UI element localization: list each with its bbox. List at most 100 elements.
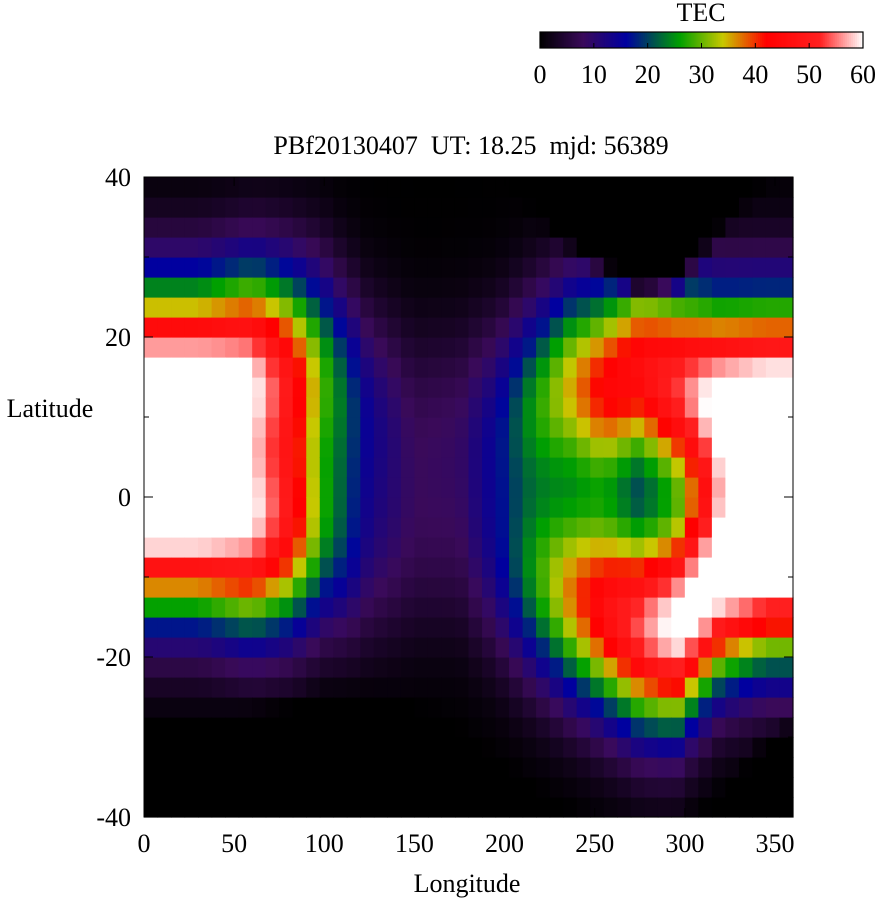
- heatmap-cell: [482, 797, 497, 818]
- heatmap-cell: [495, 617, 510, 638]
- heatmap-cell: [657, 357, 672, 378]
- heatmap-cell: [509, 317, 524, 338]
- heatmap-cell: [157, 777, 172, 798]
- heatmap-cell: [576, 417, 591, 438]
- heatmap-cell: [617, 637, 632, 658]
- heatmap-cell: [684, 737, 699, 758]
- heatmap-cell: [644, 737, 659, 758]
- heatmap-cell: [657, 677, 672, 698]
- heatmap-cell: [779, 237, 794, 258]
- heatmap-cell: [630, 537, 645, 558]
- heatmap-cell: [414, 717, 429, 738]
- heatmap-cell: [617, 537, 632, 558]
- heatmap-cell: [468, 757, 483, 778]
- heatmap-cell: [225, 677, 240, 698]
- heatmap-cell: [360, 537, 375, 558]
- heatmap-cell: [738, 397, 754, 418]
- heatmap-cell: [711, 557, 726, 578]
- heatmap-cell: [563, 777, 578, 798]
- heatmap-cell: [414, 257, 429, 278]
- heatmap-cell: [509, 237, 524, 258]
- heatmap-cell: [454, 257, 470, 278]
- heatmap-cell: [292, 517, 307, 538]
- heatmap-cell: [765, 317, 781, 338]
- heatmap-cell: [536, 737, 551, 758]
- heatmap-cell: [657, 397, 672, 418]
- colorbar-cell: [780, 32, 783, 48]
- heatmap-cell: [752, 697, 767, 718]
- heatmap-cell: [603, 497, 618, 518]
- heatmap-cell: [671, 397, 686, 418]
- colorbar-cell: [653, 32, 656, 48]
- heatmap-cell: [454, 637, 470, 658]
- heatmap-cell: [563, 277, 578, 298]
- heatmap-cell: [603, 397, 618, 418]
- heatmap-cell: [576, 737, 591, 758]
- heatmap-cell: [657, 697, 672, 718]
- heatmap-cell: [157, 377, 172, 398]
- heatmap-cell: [765, 337, 781, 358]
- heatmap-cell: [468, 317, 483, 338]
- heatmap-cell: [454, 377, 470, 398]
- heatmap-cell: [698, 797, 713, 818]
- heatmap-cell: [292, 437, 307, 458]
- heatmap-cell: [306, 717, 321, 738]
- heatmap-cell: [441, 597, 456, 618]
- heatmap-cell: [265, 397, 280, 418]
- heatmap-cell: [211, 577, 226, 598]
- heatmap-cell: [671, 357, 686, 378]
- heatmap-cell: [414, 357, 429, 378]
- heatmap-cell: [292, 737, 307, 758]
- heatmap-cell: [684, 357, 699, 378]
- heatmap-cell: [360, 797, 375, 818]
- heatmap-cell: [536, 577, 551, 598]
- heatmap-cell: [617, 597, 632, 618]
- heatmap-cell: [468, 237, 483, 258]
- heatmap-cell: [765, 417, 781, 438]
- heatmap-cell: [333, 617, 348, 638]
- heatmap-cell: [509, 537, 524, 558]
- heatmap-cell: [765, 217, 781, 238]
- colorbar-cell: [699, 32, 702, 48]
- heatmap-cell: [184, 177, 199, 198]
- heatmap-cell: [698, 217, 713, 238]
- heatmap-cell: [454, 457, 470, 478]
- heatmap-cell: [549, 457, 564, 478]
- heatmap-cell: [211, 197, 226, 218]
- heatmap-cell: [373, 797, 388, 818]
- heatmap-cell: [549, 757, 564, 778]
- heatmap-cell: [549, 197, 564, 218]
- heatmap-cell: [346, 477, 361, 498]
- heatmap-cell: [319, 217, 334, 238]
- heatmap-cell: [684, 617, 699, 638]
- colorbar-cell: [657, 32, 660, 48]
- heatmap-cell: [482, 617, 497, 638]
- heatmap-cell: [684, 217, 699, 238]
- heatmap-cell: [211, 497, 226, 518]
- heatmap-cell: [617, 777, 632, 798]
- heatmap-cell: [441, 337, 456, 358]
- heatmap-cell: [319, 537, 334, 558]
- heatmap-cell: [468, 497, 483, 518]
- heatmap-cell: [684, 597, 699, 618]
- y-tick-label: -40: [96, 803, 131, 832]
- y-tick-label: 40: [105, 163, 131, 192]
- heatmap-cell: [157, 637, 172, 658]
- heatmap-cell: [698, 697, 713, 718]
- colorbar-cell: [772, 32, 775, 48]
- colorbar-cell: [709, 32, 713, 48]
- colorbar-cell: [784, 32, 787, 48]
- heatmap-cell: [603, 537, 618, 558]
- heatmap-cell: [590, 237, 605, 258]
- heatmap-cell: [630, 477, 645, 498]
- heatmap-cell: [738, 457, 754, 478]
- heatmap-cell: [590, 657, 605, 678]
- heatmap-cell: [630, 377, 645, 398]
- heatmap-cell: [576, 437, 591, 458]
- heatmap-cell: [306, 797, 321, 818]
- heatmap-cell: [779, 577, 794, 598]
- heatmap-cell: [292, 757, 307, 778]
- heatmap-cell: [157, 577, 172, 598]
- heatmap-cell: [630, 277, 645, 298]
- heatmap-cell: [590, 197, 605, 218]
